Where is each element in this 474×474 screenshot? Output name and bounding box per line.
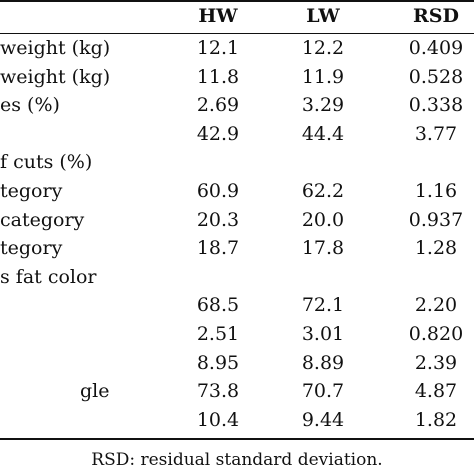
row-label: s fat color	[0, 266, 97, 288]
column-header-hw: HW	[198, 5, 238, 27]
table-cell: 1.16	[414, 180, 458, 202]
table-cell: 42.9	[196, 123, 240, 145]
table-cell: 2.51	[196, 323, 240, 345]
table-bottom-rule	[0, 438, 474, 440]
table-cell: 3.29	[301, 94, 345, 116]
table-cell: 0.528	[408, 66, 464, 88]
row-label: tegory	[0, 237, 63, 259]
row-label: gle	[80, 380, 110, 402]
table-cell: 1.82	[414, 409, 458, 431]
table-cell: 11.8	[196, 66, 240, 88]
table-cell: 0.338	[408, 94, 464, 116]
column-header-rsd: RSD	[413, 5, 459, 27]
table-cell: 3.01	[301, 323, 345, 345]
row-label: weight (kg)	[0, 37, 111, 59]
table-cell: 60.9	[196, 180, 240, 202]
table-cell: 11.9	[301, 66, 345, 88]
table-cell: 3.77	[414, 123, 458, 145]
table-cell: 0.820	[408, 323, 464, 345]
table-cell: 8.95	[196, 352, 240, 374]
table-cell: 12.2	[301, 37, 345, 59]
table-cell: 17.8	[301, 237, 345, 259]
row-label: tegory	[0, 180, 63, 202]
table-top-rule	[0, 0, 474, 2]
table-cell: 20.3	[196, 209, 240, 231]
table-cell: 2.20	[414, 294, 458, 316]
table-footnote: RSD: residual standard deviation.	[91, 450, 383, 470]
header-rule	[0, 33, 474, 34]
row-label: category	[0, 209, 85, 231]
table-cell: 2.39	[414, 352, 458, 374]
table-cell: 73.8	[196, 380, 240, 402]
table-cell: 4.87	[414, 380, 458, 402]
table-cell: 12.1	[196, 37, 240, 59]
table-cell: 20.0	[301, 209, 345, 231]
column-header-lw: LW	[306, 5, 340, 27]
table-cell: 2.69	[196, 94, 240, 116]
table-cell: 72.1	[301, 294, 345, 316]
table-cell: 70.7	[301, 380, 345, 402]
table-cell: 9.44	[301, 409, 345, 431]
table-cell: 1.28	[414, 237, 458, 259]
row-label: f cuts (%)	[0, 151, 93, 173]
table-cell: 10.4	[196, 409, 240, 431]
table-cell: 18.7	[196, 237, 240, 259]
table-cell: 0.409	[408, 37, 464, 59]
row-label: es (%)	[0, 94, 60, 116]
table-cell: 68.5	[196, 294, 240, 316]
row-label: weight (kg)	[0, 66, 111, 88]
table-cell: 62.2	[301, 180, 345, 202]
table-cell: 0.937	[408, 209, 464, 231]
table-cell: 44.4	[301, 123, 345, 145]
table-cell: 8.89	[301, 352, 345, 374]
